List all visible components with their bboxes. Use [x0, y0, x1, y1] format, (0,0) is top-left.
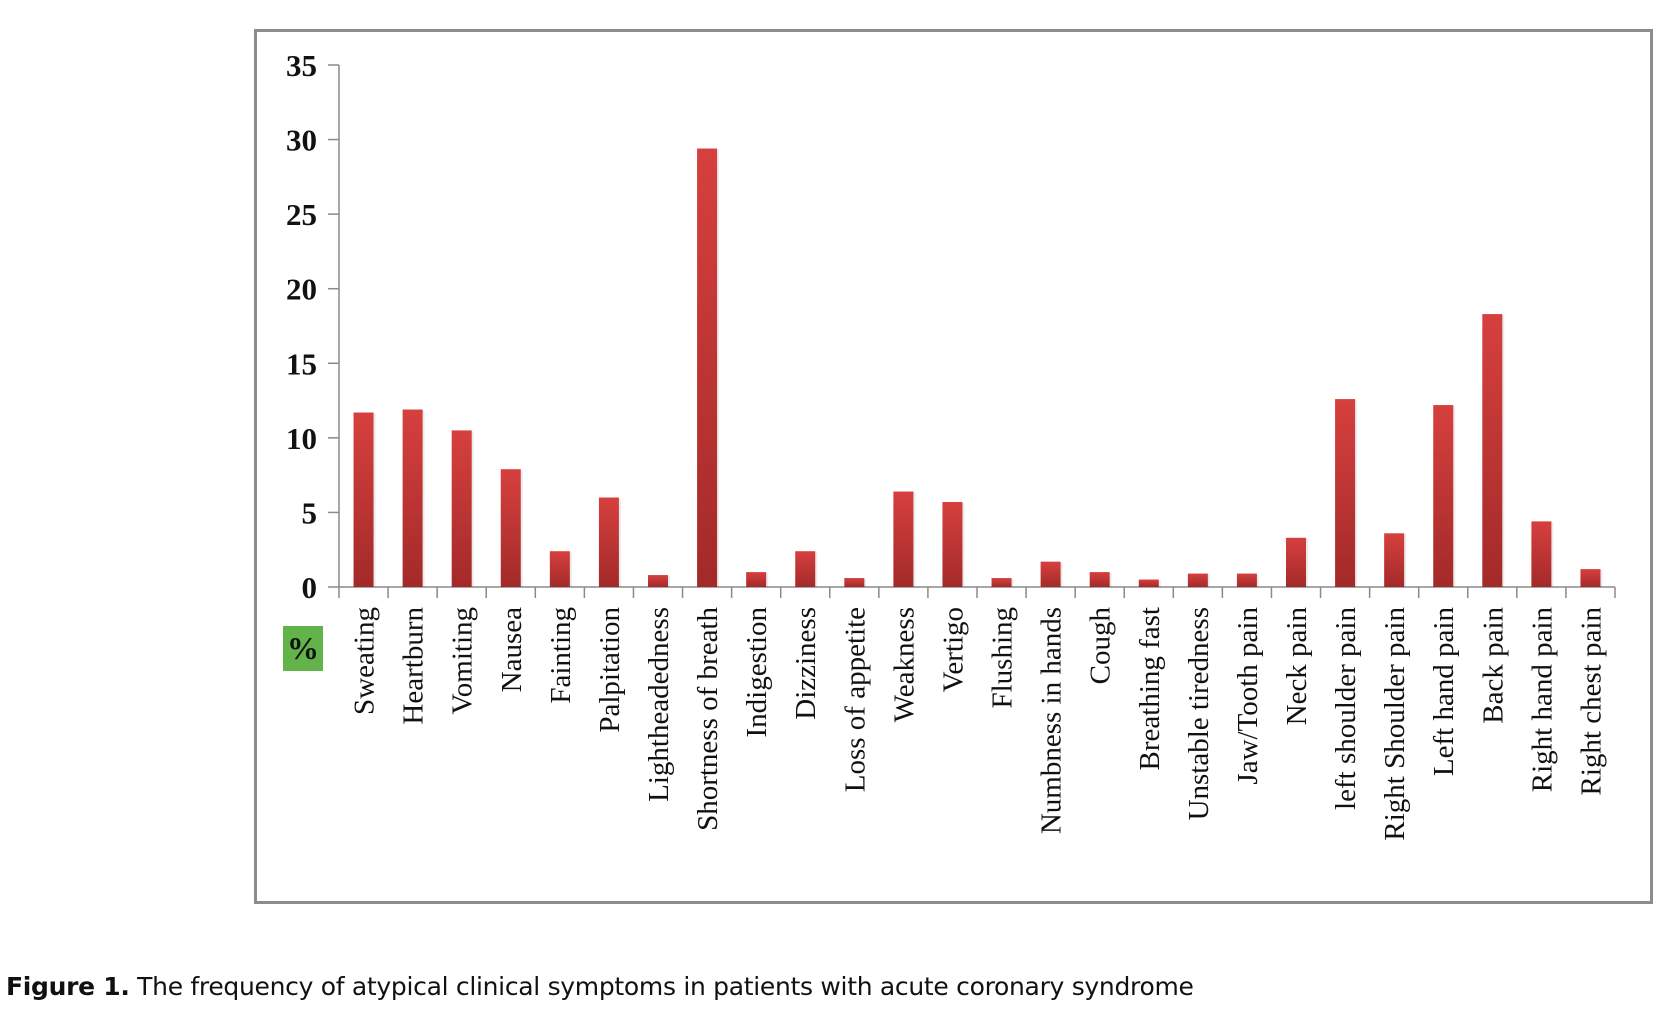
y-tick-label: 15: [286, 346, 317, 381]
bar: [1335, 399, 1356, 587]
x-tick-label: Breathing fast: [1134, 607, 1166, 770]
y-axis-unit-badge: %: [283, 626, 323, 671]
bar: [795, 551, 816, 587]
x-tick-label: left shoulder pain: [1330, 607, 1362, 810]
x-tick-label: Cough: [1085, 607, 1117, 685]
bar: [598, 497, 619, 587]
bar: [1187, 573, 1208, 587]
bar: [1286, 537, 1306, 587]
bar: [1433, 405, 1454, 587]
bar: [353, 412, 374, 587]
x-tick-label: Shortness of breath: [692, 607, 724, 831]
y-tick-label: 20: [286, 272, 317, 307]
x-tick-label: Vertigo: [937, 607, 969, 692]
x-tick-label: Left hand pain: [1428, 607, 1460, 777]
bar: [1580, 569, 1601, 587]
x-tick-label: Neck pain: [1281, 607, 1313, 726]
x-tick-label: Lightheadedness: [643, 607, 675, 802]
bar: [549, 551, 570, 587]
x-tick-label: Unstable tiredness: [1183, 607, 1215, 820]
y-axis-unit-label: %: [287, 630, 319, 666]
x-tick-label: Right chest pain: [1575, 607, 1607, 796]
y-tick-label: 35: [286, 48, 317, 83]
bar-chart: 0 5 10 15 20 25 30 35 Sweating Heartburn Vomiting…: [286, 48, 1616, 841]
x-tick-label: Heartburn: [398, 607, 430, 725]
x-tick-label: Dizziness: [790, 607, 822, 720]
x-tick-label: Right hand pain: [1526, 607, 1558, 793]
bar: [844, 578, 865, 587]
x-tick-label: Loss of appetite: [839, 607, 871, 792]
bar: [648, 575, 668, 587]
x-tick-label: Jaw/Tooth pain: [1232, 607, 1264, 785]
x-tick-labels: Sweating Heartburn Vomiting Nausea Fainting P…: [349, 607, 1608, 841]
x-tick-label: Fainting: [545, 607, 577, 704]
bar: [746, 572, 767, 587]
bar: [1040, 561, 1061, 587]
y-tick-label: 5: [302, 495, 318, 530]
figure-caption-label: Figure 1.: [6, 972, 130, 1001]
bar: [402, 409, 423, 587]
x-tick-label: Palpitation: [594, 607, 626, 733]
y-tick-label: 0: [302, 570, 318, 605]
bar: [697, 148, 718, 587]
y-tick-label: 10: [286, 421, 317, 456]
chart-frame: [254, 29, 1653, 904]
bar: [1531, 521, 1552, 587]
bar: [1138, 579, 1159, 587]
bar: [942, 501, 963, 587]
y-tick-label: 30: [286, 123, 317, 158]
bar: [500, 469, 521, 587]
bar: [1482, 314, 1503, 587]
bars: [353, 148, 1603, 587]
y-tick-labels: 0 5 10 15 20 25 30 35: [286, 48, 317, 605]
x-tick-label: Indigestion: [741, 607, 773, 738]
x-tick-label: Vomiting: [447, 607, 479, 714]
x-tick-label: Weakness: [888, 607, 920, 722]
bar: [451, 430, 472, 587]
bar: [1236, 573, 1257, 587]
y-tick-label: 25: [286, 197, 317, 232]
figure-caption-text: The frequency of atypical clinical sympt…: [129, 972, 1194, 1001]
x-tick-label: Back pain: [1477, 607, 1509, 724]
x-tick-label: Right Shoulder pain: [1379, 607, 1411, 841]
x-tick-label: Sweating: [349, 607, 381, 715]
bar: [893, 491, 914, 587]
x-tick-label: Flushing: [987, 607, 1019, 709]
x-tick-label: Numbness in hands: [1036, 607, 1068, 834]
x-tick-label: Nausea: [496, 607, 528, 692]
figure-caption: Figure 1. The frequency of atypical clin…: [6, 972, 1194, 1001]
bar: [1089, 572, 1110, 587]
bar: [1384, 533, 1405, 587]
bar: [991, 578, 1012, 587]
